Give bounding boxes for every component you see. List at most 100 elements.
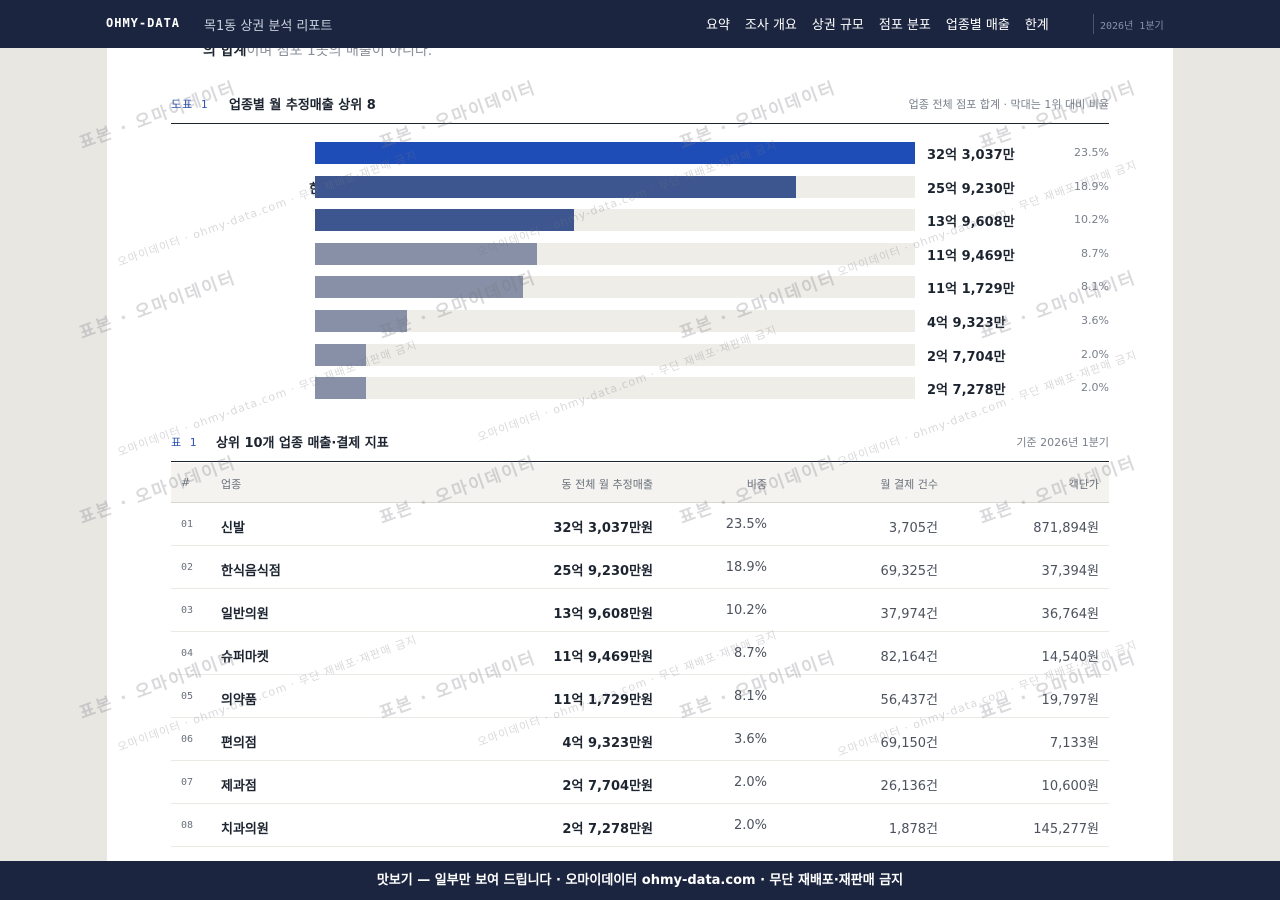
nav-item-store-distribution[interactable]: 점포 분포 xyxy=(878,18,931,33)
row-rank: 06 xyxy=(181,734,194,745)
bar-value-label: 11억 9,469만 xyxy=(927,248,1015,264)
col-share: 비중 xyxy=(746,478,767,491)
bar xyxy=(315,242,537,265)
row-sales: 11억 9,469만원 xyxy=(553,650,653,665)
row-rank: 08 xyxy=(181,820,194,831)
row-industry: 제과점 xyxy=(221,779,257,794)
row-share: 3.6% xyxy=(733,732,767,747)
row-avg: 871,894원 xyxy=(1033,521,1099,536)
nav-item-sales-by-industry[interactable]: 업종별 매출 xyxy=(945,18,1010,33)
report-page: 의 합계이며 점포 1곳의 매출이 아니다. 도표 1 업종별 월 추정매출 상… xyxy=(107,48,1173,861)
nav-item-market-size[interactable]: 상권 규모 xyxy=(811,18,864,33)
nav-item-limitations[interactable]: 한계 xyxy=(1024,18,1049,33)
table-head-row: # 업종 동 전체 월 추정매출 비중 월 결제 건수 객단가 xyxy=(171,463,1109,503)
intro-rest: 이며 점포 1곳의 매출이 아니다. xyxy=(246,48,433,59)
bar xyxy=(315,175,797,198)
table-row: 01 신발 32억 3,037만원 23.5% 3,705건 871,894원 xyxy=(171,503,1109,546)
bar-value-label: 25억 9,230만 xyxy=(927,181,1015,197)
row-share: 10.2% xyxy=(725,603,767,618)
table-note: 기준 2026년 1분기 xyxy=(1016,436,1109,449)
table-title: 상위 10개 업종 매출·결제 지표 xyxy=(216,436,389,451)
bar-track xyxy=(315,242,915,265)
bar-track xyxy=(315,343,915,366)
row-share: 8.1% xyxy=(733,689,767,704)
row-count: 56,437건 xyxy=(880,693,938,708)
bar-share-label: 18.9% xyxy=(1074,179,1109,193)
row-count: 82,164건 xyxy=(880,650,938,665)
figure-number: 도표 1 xyxy=(171,98,209,111)
row-rank: 02 xyxy=(181,562,194,573)
bar xyxy=(315,276,523,299)
bar-share-label: 8.1% xyxy=(1081,280,1109,294)
bar-value-label: 32억 3,037만 xyxy=(927,148,1015,163)
row-count: 69,150건 xyxy=(880,736,938,751)
sales-table: # 업종 동 전체 월 추정매출 비중 월 결제 건수 객단가 01 신발 32억 … xyxy=(171,463,1109,847)
bar-value-label: 2억 7,278만 xyxy=(927,383,1006,399)
row-rank: 03 xyxy=(181,605,194,616)
row-sales: 2억 7,278만원 xyxy=(562,822,653,837)
row-sales: 2억 7,704만원 xyxy=(562,779,653,794)
bar xyxy=(315,142,915,164)
bar-share-label: 8.7% xyxy=(1081,246,1109,260)
bar-share-label: 3.6% xyxy=(1081,314,1109,327)
bar-value-label: 2억 7,704만 xyxy=(927,349,1006,365)
bar-track xyxy=(315,276,915,299)
table-number: 표 1 xyxy=(171,436,198,449)
top-nav-bar: OHMY-DATA 목1동 상권 분석 리포트 요약 조사 개요 상권 규모 점… xyxy=(0,0,1280,48)
col-rank: # xyxy=(181,476,191,489)
row-count: 26,136건 xyxy=(880,779,938,794)
figure-header: 도표 1 업종별 월 추정매출 상위 8 업종 전체 점포 합계 · 막대는 1… xyxy=(171,96,1109,124)
bar xyxy=(315,209,575,232)
brand-logo[interactable]: OHMY-DATA xyxy=(106,16,181,30)
row-count: 1,878건 xyxy=(888,822,938,837)
table-row: 03 일반의원 13억 9,608만원 10.2% 37,974건 36,764원 xyxy=(171,589,1109,632)
row-count: 69,325건 xyxy=(880,564,938,579)
intro-bold: 의 합계 xyxy=(203,48,247,59)
figure-note: 업종 전체 점포 합계 · 막대는 1위 대비 비율 xyxy=(908,98,1109,111)
col-count: 월 결제 건수 xyxy=(880,478,938,491)
row-count: 37,974건 xyxy=(880,607,938,622)
table-row: 02 한식음식점 25억 9,230만원 18.9% 69,325건 37,394원 xyxy=(171,546,1109,589)
row-sales: 4억 9,323만원 xyxy=(562,736,653,751)
nav-item-overview[interactable]: 조사 개요 xyxy=(744,18,797,33)
row-avg: 145,277원 xyxy=(1033,822,1099,837)
row-share: 18.9% xyxy=(725,560,767,575)
row-industry: 슈퍼마켓 xyxy=(221,650,269,665)
row-industry: 편의점 xyxy=(221,736,257,751)
row-share: 2.0% xyxy=(733,775,767,790)
bar xyxy=(315,377,366,400)
table-row: 08 치과의원 2억 7,278만원 2.0% 1,878건 145,277원 xyxy=(171,804,1109,847)
row-rank: 01 xyxy=(181,519,194,530)
col-industry: 업종 xyxy=(221,478,242,491)
report-title: 목1동 상권 분석 리포트 xyxy=(204,19,333,34)
bar-track xyxy=(315,209,915,232)
figure-title: 업종별 월 추정매출 상위 8 xyxy=(229,98,376,113)
table-row: 04 슈퍼마켓 11억 9,469만원 8.7% 82,164건 14,540원 xyxy=(171,632,1109,675)
bar-value-label: 4억 9,323만 xyxy=(927,316,1006,331)
row-avg: 14,540원 xyxy=(1041,650,1099,665)
row-avg: 10,600원 xyxy=(1041,779,1099,794)
row-sales: 11억 1,729만원 xyxy=(553,693,653,708)
bar-share-label: 23.5% xyxy=(1074,146,1109,159)
preview-footer: 맛보기 — 일부만 보여 드립니다 · 오마이데이터 ohmy-data.com… xyxy=(0,861,1280,900)
nav-item-summary[interactable]: 요약 xyxy=(706,18,730,33)
nav-menu: 요약 조사 개요 상권 규모 점포 분포 업종별 매출 한계 xyxy=(706,14,1064,33)
row-sales: 13억 9,608만원 xyxy=(553,607,653,622)
bar xyxy=(315,343,367,366)
bar-share-label: 10.2% xyxy=(1074,213,1109,227)
row-industry: 신발 xyxy=(221,521,245,536)
table-row: 05 의약품 11억 1,729만원 8.1% 56,437건 19,797원 xyxy=(171,675,1109,718)
row-share: 23.5% xyxy=(725,517,767,532)
bar-share-label: 2.0% xyxy=(1081,347,1109,361)
row-rank: 04 xyxy=(181,648,194,659)
row-share: 8.7% xyxy=(733,646,767,661)
row-industry: 의약품 xyxy=(221,693,257,708)
nav-divider xyxy=(1093,14,1094,34)
row-sales: 25억 9,230만원 xyxy=(553,564,653,579)
row-industry: 일반의원 xyxy=(221,607,269,622)
